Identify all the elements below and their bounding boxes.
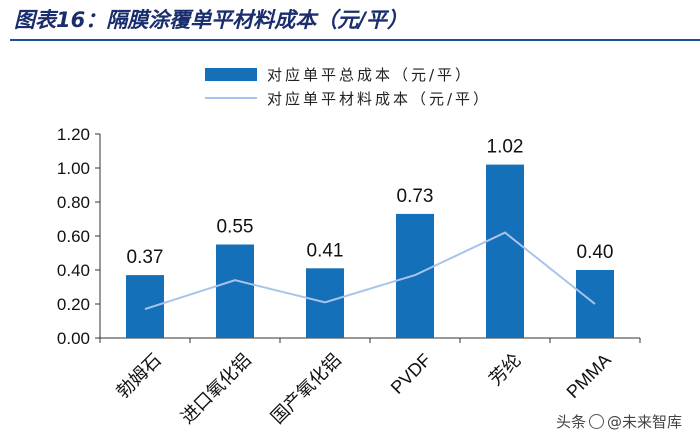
chart-legend: 对应单平总成本（元/平） 对应单平材料成本（元/平）: [205, 63, 565, 113]
title-underline: [10, 39, 700, 41]
y-tick-label: 1.20: [57, 125, 90, 144]
legend-item-bar: 对应单平总成本（元/平）: [205, 63, 473, 85]
bar-value-label: 0.37: [127, 247, 164, 268]
chart-axes: 0.00 0.20 0.40 0.60 0.80 1.00 1.20: [57, 125, 641, 348]
bar-value-label: 0.41: [307, 240, 344, 261]
x-category-label: 芳纶: [485, 350, 525, 390]
y-tick-label: 0.60: [57, 227, 90, 246]
line-series: [144, 231, 596, 311]
data-labels: 0.37 0.55 0.41 0.73 1.02 0.40: [127, 137, 614, 269]
y-tick-label: 1.00: [57, 159, 90, 178]
x-category-label: PMMA: [563, 350, 615, 402]
y-tick-label: 0.80: [57, 193, 90, 212]
watermark-icon: [588, 414, 604, 429]
bar-series: [126, 164, 614, 338]
bar: [126, 275, 164, 338]
bar: [216, 244, 254, 338]
watermark-prefix: 头条: [555, 413, 586, 431]
legend-bar-swatch: [205, 67, 257, 81]
bar-value-label: 0.73: [397, 186, 434, 207]
bar-value-label: 0.40: [577, 242, 614, 263]
x-category-label: PVDF: [387, 350, 435, 398]
y-tick-label: 0.20: [57, 295, 90, 314]
legend-item-line: 对应单平材料成本（元/平）: [205, 87, 491, 109]
bar-value-label: 0.55: [217, 217, 254, 238]
x-category-label: 勃姆石: [113, 350, 165, 402]
bar-value-label: 1.02: [487, 137, 524, 158]
figure-header: 图表16：隔膜涂覆单平材料成本（元/平）: [0, 0, 700, 41]
watermark: 头条 @未来智库: [551, 410, 686, 433]
bar: [486, 164, 524, 338]
x-category-label: 进口氧化铝: [177, 350, 255, 428]
watermark-name: @未来智库: [606, 413, 682, 431]
figure-title: 图表16：隔膜涂覆单平材料成本（元/平）: [14, 8, 408, 32]
legend-bar-label: 对应单平总成本（元/平）: [267, 65, 474, 84]
material-cost-line: [144, 231, 596, 311]
y-tick-label: 0.40: [57, 261, 90, 280]
legend-line-swatch: [205, 97, 257, 99]
y-tick-label: 0.00: [57, 329, 90, 348]
legend-line-label: 对应单平材料成本（元/平）: [267, 89, 492, 108]
x-category-label: 国产氧化铝: [267, 350, 345, 428]
category-labels: 勃姆石 进口氧化铝 国产氧化铝 PVDF 芳纶 PMMA: [113, 350, 615, 428]
